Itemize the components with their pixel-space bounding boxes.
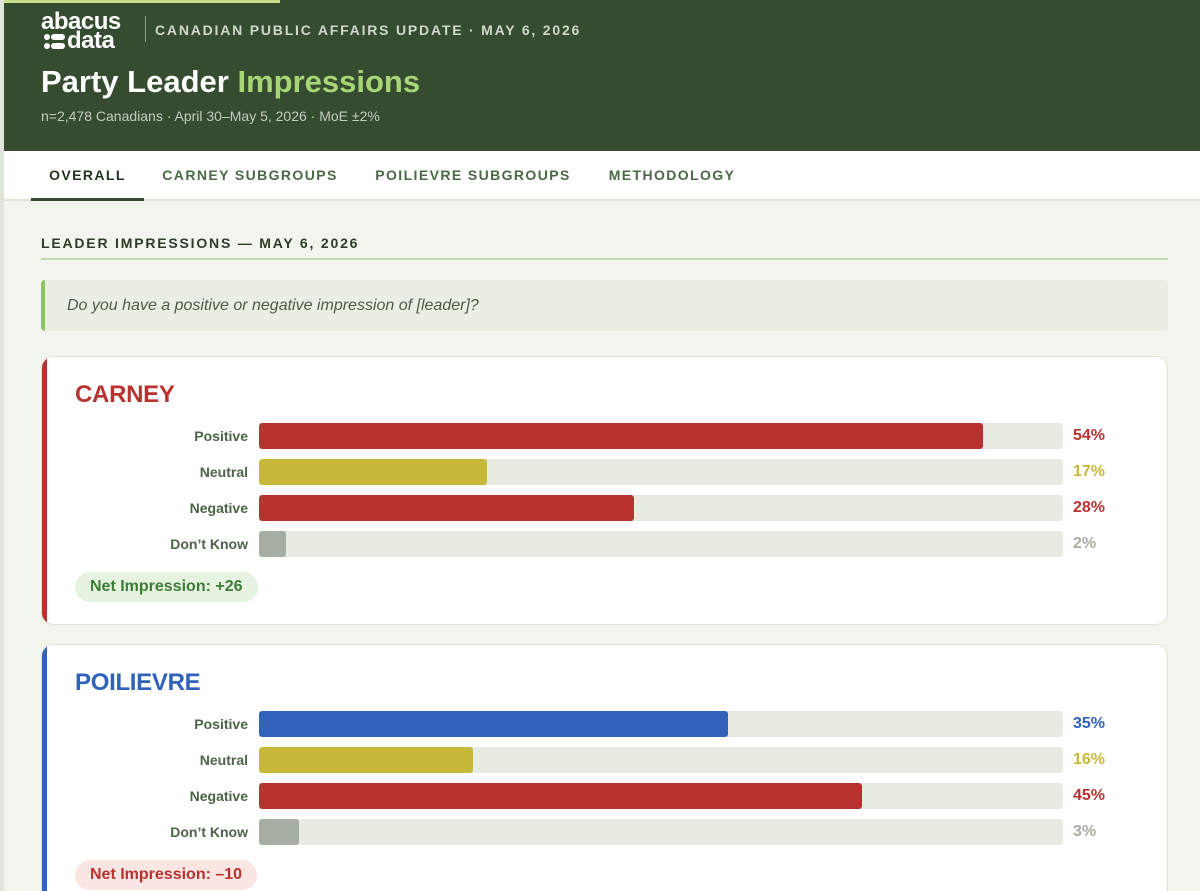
bar-neutral (259, 747, 473, 773)
bar-label-dont-know: Don’t Know (170, 536, 248, 552)
survey-question: Do you have a positive or negative impre… (41, 280, 1168, 331)
bar-value-negative: 45% (1073, 787, 1106, 804)
bar-track-neutral (259, 459, 1063, 485)
bar-dont-know (259, 819, 299, 845)
leader-name: POILIEVRE (75, 669, 201, 696)
leader-card-carney: CARNEY Positive 54% Neutral 17% Negative 28% D… (41, 356, 1168, 625)
bar-track-positive (259, 711, 1063, 737)
logo-dot-icon (44, 43, 50, 49)
bar-track-dont-know (259, 531, 1063, 557)
page-subtitle: n=2,478 Canadians · April 30–May 5, 2026… (41, 108, 380, 124)
section-rule (41, 258, 1168, 260)
header: abacus data CANADIAN PUBLIC AFFAIRS UPDA… (4, 0, 1200, 151)
bar-value-neutral: 16% (1073, 751, 1106, 768)
tab-overall[interactable]: OVERALL (31, 151, 144, 201)
net-impression-badge: Net Impression: –10 (75, 860, 258, 890)
bar-value-neutral: 17% (1073, 463, 1106, 480)
bar-value-negative: 28% (1073, 499, 1106, 516)
logo-bar-icon (51, 34, 65, 40)
bar-label-negative: Negative (189, 500, 248, 516)
bar-value-positive: 35% (1073, 715, 1106, 732)
bar-value-positive: 54% (1073, 427, 1106, 444)
abacus-data-logo: abacus data (41, 8, 133, 54)
bar-neutral (259, 459, 487, 485)
bar-track-dont-know (259, 819, 1063, 845)
bar-negative (259, 495, 634, 521)
bar-label-neutral: Neutral (199, 464, 248, 480)
page-frame: abacus data CANADIAN PUBLIC AFFAIRS UPDA… (4, 0, 1200, 891)
bar-label-positive: Positive (194, 716, 248, 732)
bar-label-neutral: Neutral (199, 752, 248, 768)
bar-negative (259, 783, 862, 809)
header-kicker: CANADIAN PUBLIC AFFAIRS UPDATE · MAY 6, … (155, 22, 582, 38)
card-accent-edge (42, 645, 47, 891)
bar-track-negative (259, 495, 1063, 521)
logo-dot-icon (44, 34, 50, 40)
bar-label-dont-know: Don’t Know (170, 824, 248, 840)
bar-value-dont-know: 3% (1073, 823, 1097, 840)
tab-methodology[interactable]: METHODOLOGY (608, 167, 736, 183)
net-impression-badge: Net Impression: +26 (75, 572, 258, 602)
card-accent-edge (42, 357, 47, 624)
tab-poilievre-subgroups[interactable]: POILIEVRE SUBGROUPS (375, 167, 571, 183)
bar-value-dont-know: 2% (1073, 535, 1097, 552)
bar-dont-know (259, 531, 286, 557)
logo-word-data: data (67, 27, 115, 54)
page-title: Party Leader Impressions (41, 64, 420, 100)
page-left-edge (0, 0, 4, 891)
page-title-accent: Impressions (237, 64, 421, 99)
leader-name: CARNEY (75, 381, 175, 408)
leader-card-poilievre: POILIEVRE Positive 35% Neutral 16% Negative 4… (41, 644, 1168, 891)
section-title: LEADER IMPRESSIONS — MAY 6, 2026 (41, 235, 360, 251)
logo-word-abacus: abacus (41, 8, 121, 35)
logo-bar-icon (51, 43, 65, 49)
bar-positive (259, 423, 983, 449)
bar-label-positive: Positive (194, 428, 248, 444)
top-accent-bar (4, 0, 280, 3)
header-divider (145, 16, 146, 42)
page-title-main: Party Leader (41, 64, 229, 99)
bar-positive (259, 711, 728, 737)
bar-track-neutral (259, 747, 1063, 773)
tab-carney-subgroups[interactable]: CARNEY SUBGROUPS (162, 167, 338, 183)
bar-track-positive (259, 423, 1063, 449)
tab-bar: OVERALL CARNEY SUBGROUPS POILIEVRE SUBGR… (4, 151, 1200, 201)
bar-track-negative (259, 783, 1063, 809)
bar-label-negative: Negative (189, 788, 248, 804)
